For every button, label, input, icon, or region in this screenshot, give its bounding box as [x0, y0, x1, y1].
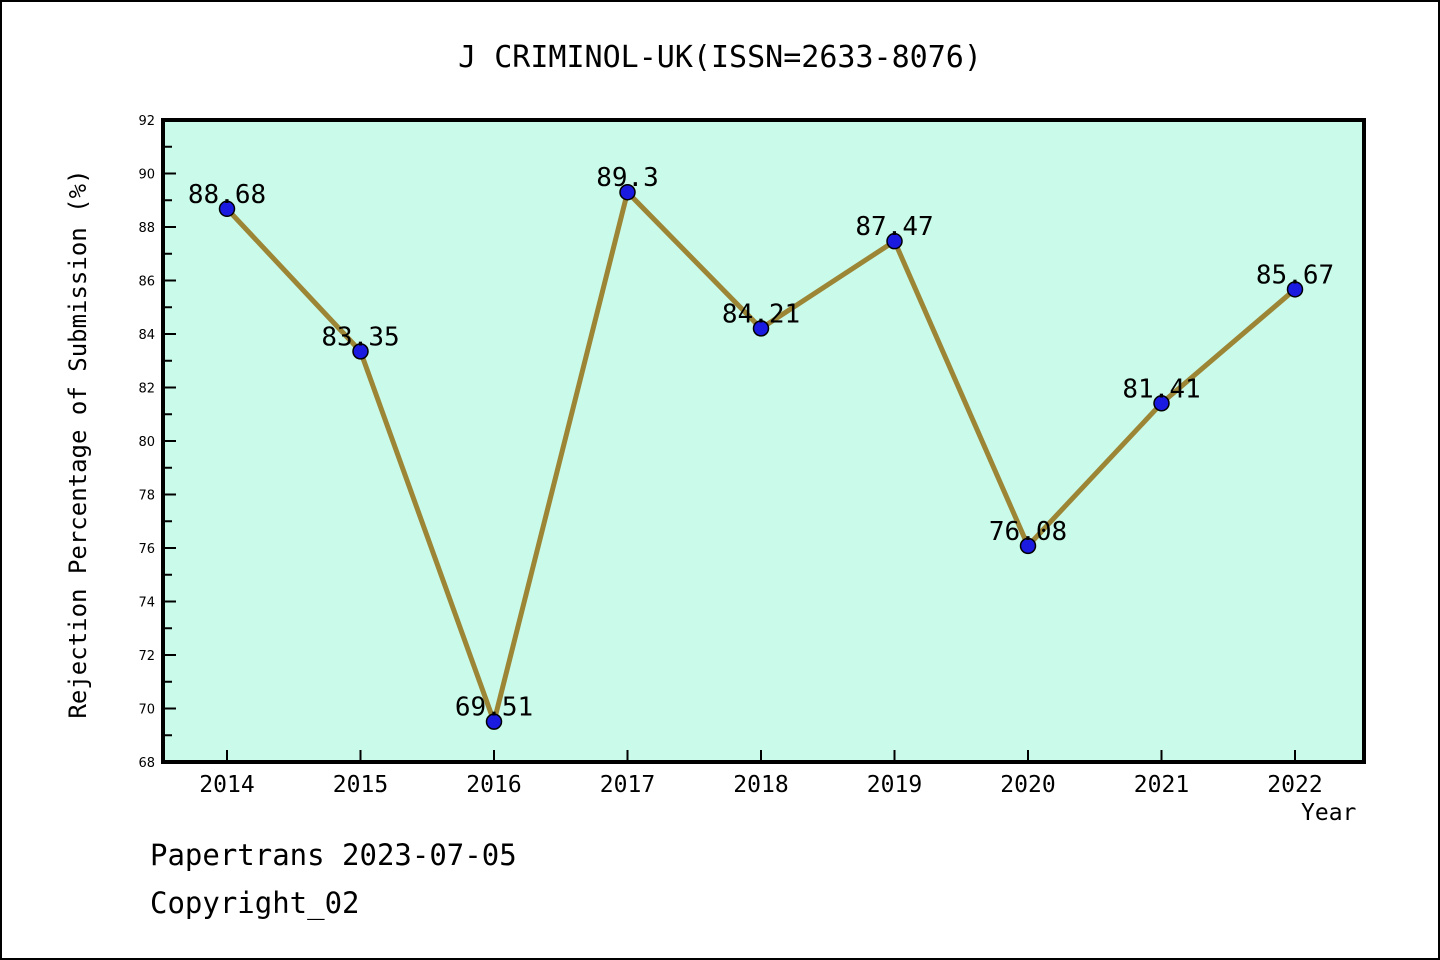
data-point-marker[interactable] [1153, 395, 1170, 412]
x-tick-label: 2014 [199, 772, 254, 798]
y-tick-label: 72 [138, 649, 155, 664]
data-point-label: 81.41 [1122, 374, 1200, 404]
data-point-label: 89.3 [596, 163, 659, 193]
data-point-marker[interactable] [485, 713, 503, 730]
data-point-label: 76.08 [989, 517, 1067, 547]
data-point-marker[interactable] [752, 320, 770, 337]
y-tick-label: 84 [138, 328, 155, 343]
y-tick-label: 86 [138, 275, 155, 290]
data-point-label: 69.51 [455, 693, 533, 723]
footer-papertrans-date: Papertrans 2023-07-05 [150, 838, 517, 872]
x-tick-label: 2016 [466, 772, 521, 798]
y-tick-label: 92 [138, 114, 155, 129]
x-axis-label: Year [1301, 800, 1357, 826]
chart-title: J CRIMINOL-UK(ISSN=2633-8076) [458, 40, 982, 75]
data-point-marker[interactable] [619, 183, 636, 201]
x-tick-label: 2018 [733, 772, 788, 798]
data-point-marker[interactable] [218, 200, 236, 218]
data-point-label: 84.21 [722, 299, 800, 329]
x-tick-label: 2022 [1267, 772, 1322, 798]
plot-area [161, 118, 1366, 764]
data-point-marker[interactable] [352, 343, 369, 360]
data-point-marker[interactable] [1286, 281, 1304, 298]
y-tick-label: 78 [138, 489, 155, 504]
y-tick-label: 82 [138, 382, 155, 397]
y-tick-label: 70 [138, 703, 155, 718]
data-point-label: 87.47 [855, 212, 933, 242]
x-tick-label: 2020 [1000, 772, 1055, 798]
y-tick-label: 90 [138, 168, 155, 183]
x-tick-label: 2019 [867, 772, 922, 798]
y-tick-label: 74 [138, 596, 155, 611]
footer-copyright: Copyright_02 [150, 886, 360, 920]
data-point-label: 88.68 [188, 180, 266, 210]
y-tick-label: 88 [138, 221, 155, 236]
x-tick-label: 2017 [600, 772, 655, 798]
y-tick-label: 80 [138, 435, 155, 450]
x-tick-label: 2021 [1134, 772, 1189, 798]
data-point-label: 83.35 [321, 322, 399, 352]
y-tick-label: 76 [138, 542, 155, 557]
data-point-marker[interactable] [886, 232, 903, 250]
x-tick-label: 2015 [333, 772, 388, 798]
y-tick-label: 68 [138, 756, 155, 771]
data-point-label: 85.67 [1256, 260, 1334, 290]
data-point-marker[interactable] [1019, 537, 1037, 555]
